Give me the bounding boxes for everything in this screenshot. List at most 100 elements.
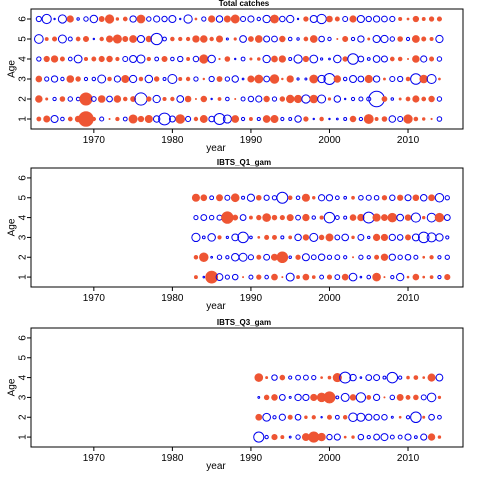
negative-residual-bubble	[302, 273, 310, 281]
negative-residual-bubble	[199, 54, 209, 64]
negative-residual-bubble	[276, 251, 289, 264]
negative-residual-bubble	[421, 96, 427, 102]
negative-residual-bubble	[129, 35, 138, 43]
positive-residual-bubble	[395, 272, 405, 282]
positive-residual-bubble	[301, 253, 310, 262]
positive-residual-bubble	[334, 195, 340, 201]
negative-residual-bubble	[115, 116, 120, 122]
negative-residual-bubble	[170, 96, 175, 102]
negative-residual-bubble	[200, 95, 208, 103]
negative-residual-bubble	[146, 96, 152, 102]
negative-residual-bubble	[281, 77, 284, 81]
positive-residual-bubble	[358, 116, 364, 122]
x-tick-label: 1980	[161, 453, 184, 464]
y-tick-label: 1	[18, 116, 29, 122]
negative-residual-bubble	[66, 15, 74, 23]
positive-residual-bubble	[296, 17, 300, 21]
positive-residual-bubble	[208, 75, 215, 83]
negative-residual-bubble	[79, 92, 93, 106]
negative-residual-bubble	[436, 16, 442, 22]
negative-residual-bubble	[194, 275, 198, 280]
positive-residual-bubble	[365, 15, 372, 23]
negative-residual-bubble	[199, 252, 209, 262]
positive-residual-bubble	[202, 275, 206, 279]
positive-residual-bubble	[334, 254, 341, 261]
positive-residual-bubble	[225, 37, 229, 41]
negative-residual-bubble	[367, 37, 371, 41]
positive-residual-bubble	[67, 56, 73, 62]
positive-residual-bubble	[397, 434, 403, 440]
positive-residual-bubble	[201, 235, 206, 240]
negative-residual-bubble	[271, 55, 278, 63]
negative-residual-bubble	[406, 17, 410, 21]
positive-residual-bubble	[349, 75, 358, 83]
positive-residual-bubble	[262, 14, 271, 24]
positive-residual-bubble	[287, 36, 293, 42]
positive-residual-bubble	[215, 273, 224, 281]
negative-residual-bubble	[302, 213, 310, 222]
negative-residual-bubble	[271, 214, 278, 221]
positive-residual-bubble	[97, 74, 107, 84]
negative-residual-bubble	[185, 76, 191, 82]
positive-residual-bubble	[328, 117, 331, 121]
positive-residual-bubble	[358, 254, 364, 260]
positive-residual-bubble	[333, 95, 342, 103]
y-axis-label: Age	[7, 378, 18, 396]
negative-residual-bubble	[255, 413, 263, 421]
negative-residual-bubble	[396, 393, 404, 401]
positive-residual-bubble	[271, 195, 278, 201]
negative-residual-bubble	[412, 95, 420, 103]
negative-residual-bubble	[333, 75, 342, 83]
negative-residual-bubble	[137, 115, 145, 123]
negative-residual-bubble	[309, 74, 319, 84]
positive-residual-bubble	[405, 36, 411, 42]
negative-residual-bubble	[265, 376, 269, 380]
negative-residual-bubble	[422, 415, 426, 419]
positive-residual-bubble	[390, 274, 395, 280]
negative-residual-bubble	[398, 415, 402, 419]
positive-residual-bubble	[397, 75, 404, 83]
negative-residual-bubble	[161, 55, 168, 63]
positive-residual-bubble	[343, 97, 347, 101]
negative-residual-bubble	[444, 274, 451, 281]
chart-panel-3: IBTS_Q3_gam 1970 1980 1990 2000 2010 1 2 3 4 5 6 yea…	[7, 318, 464, 472]
negative-residual-bubble	[185, 36, 191, 42]
positive-residual-bubble	[365, 374, 373, 381]
positive-residual-bubble	[311, 374, 317, 381]
positive-residual-bubble	[92, 37, 96, 41]
negative-residual-bubble	[145, 35, 153, 43]
positive-residual-bubble	[225, 255, 230, 260]
negative-residual-bubble	[257, 236, 261, 239]
positive-residual-bubble	[241, 77, 245, 81]
positive-residual-bubble	[417, 231, 430, 244]
y-tick-label: 5	[18, 355, 29, 361]
positive-residual-bubble	[57, 34, 67, 44]
negative-residual-bubble	[232, 214, 239, 221]
positive-residual-bubble	[382, 375, 387, 380]
positive-residual-bubble	[426, 392, 437, 403]
positive-residual-bubble	[334, 215, 340, 220]
positive-residual-bubble	[404, 194, 412, 202]
positive-residual-bubble	[36, 56, 42, 62]
positive-residual-bubble	[34, 34, 44, 44]
negative-residual-bubble	[279, 374, 286, 381]
positive-residual-bubble	[404, 433, 412, 441]
x-tick-label: 1980	[161, 293, 184, 304]
negative-residual-bubble	[434, 212, 445, 223]
negative-residual-bubble	[202, 77, 205, 81]
negative-residual-bubble	[429, 275, 434, 279]
positive-residual-bubble	[122, 56, 129, 62]
positive-residual-bubble	[168, 115, 176, 123]
negative-residual-bubble	[327, 375, 332, 380]
x-tick-label: 2000	[318, 453, 341, 464]
negative-residual-bubble	[75, 36, 81, 42]
negative-residual-bubble	[136, 14, 146, 24]
positive-residual-bubble	[333, 54, 342, 64]
positive-residual-bubble	[136, 34, 146, 44]
positive-residual-bubble	[320, 416, 323, 419]
negative-residual-bubble	[50, 55, 59, 63]
negative-residual-bubble	[405, 96, 411, 102]
negative-residual-bubble	[193, 255, 199, 260]
positive-residual-bubble	[150, 32, 163, 46]
positive-residual-bubble	[365, 194, 372, 201]
